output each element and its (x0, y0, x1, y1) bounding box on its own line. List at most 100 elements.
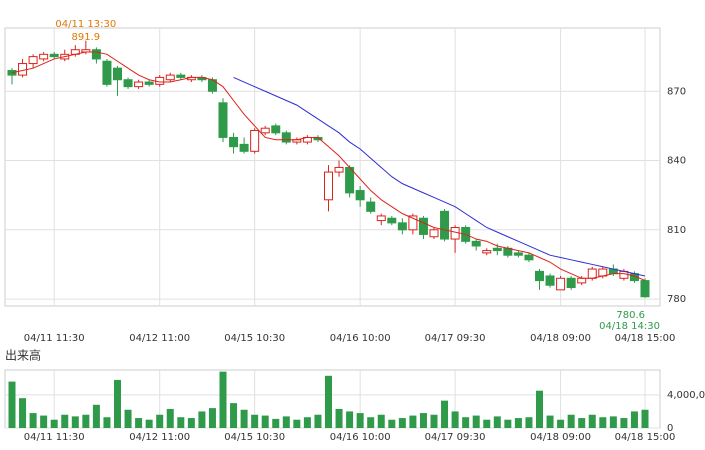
volume-bar (251, 414, 259, 428)
volume-bar (240, 409, 248, 428)
candle-body (556, 277, 566, 291)
volume-bar (303, 417, 311, 428)
candle-body (587, 268, 597, 279)
volume-bar (630, 411, 638, 428)
volume-bar (314, 414, 322, 428)
volume-bar (71, 416, 79, 428)
candle-body (366, 201, 376, 212)
volume-bar (61, 414, 69, 428)
x-tick-label: 04/18 09:00 (530, 432, 591, 443)
volume-bar (124, 409, 132, 428)
volume-bar (198, 411, 206, 428)
volume-bar (219, 371, 227, 428)
volume-bar (19, 398, 27, 428)
volume-bar (419, 413, 427, 428)
y-tick-label: 870 (667, 86, 686, 97)
x-tick-label: 04/17 09:30 (425, 432, 486, 443)
volume-bar (451, 411, 459, 428)
candle-body (218, 102, 228, 138)
volume-bar (367, 417, 375, 428)
candle-body (239, 143, 249, 152)
volume-bar (609, 416, 617, 428)
volume-bar (145, 419, 153, 428)
volume-bar (377, 414, 385, 428)
candle-body (155, 76, 165, 85)
candle-body (260, 127, 270, 134)
x-tick-label: 04/17 09:30 (425, 333, 486, 344)
volume-bar (261, 415, 269, 428)
candle-body (355, 190, 365, 201)
y-tick-label: 810 (667, 225, 686, 236)
volume-bar (388, 419, 396, 428)
candle-body (566, 277, 576, 289)
candle-body (250, 130, 260, 152)
volume-bar (525, 417, 533, 428)
volume-bar (536, 390, 543, 428)
volume-bar (483, 419, 491, 428)
volume-bar (620, 418, 628, 428)
volume-bar (135, 418, 143, 428)
volume-bar (588, 414, 596, 428)
candle-body (345, 166, 355, 194)
candle-body (577, 277, 587, 284)
candle-body (176, 74, 186, 78)
x-tick-label: 04/11 11:30 (24, 432, 85, 443)
y-tick-label: 780 (667, 294, 686, 305)
volume-bar (546, 415, 554, 428)
candle-body (334, 166, 344, 173)
candle-body (376, 215, 386, 222)
volume-bar (293, 419, 301, 428)
volume-bar (578, 418, 586, 428)
low-time-label: 04/18 14:30 (599, 321, 660, 332)
x-tick-label: 04/12 11:00 (129, 333, 190, 344)
volume-bar (409, 415, 417, 428)
volume-bar (493, 416, 501, 428)
candle-body (471, 240, 481, 247)
candle-body (144, 81, 154, 85)
volume-panel (4, 369, 661, 429)
volume-bar (187, 418, 195, 428)
x-tick-label: 04/15 10:30 (224, 432, 285, 443)
volume-bar (462, 417, 470, 428)
candle-body (429, 229, 439, 238)
volume-title: 出来高 (5, 348, 41, 363)
candle-body (418, 217, 428, 235)
x-tick-label: 04/18 15:00 (615, 432, 676, 443)
candle-body (165, 74, 175, 81)
volume-bar (114, 379, 121, 428)
y-tick-label: 840 (667, 156, 686, 167)
candle-body (545, 275, 555, 286)
volume-bar (567, 414, 575, 428)
volume-bar (50, 419, 58, 428)
volume-bar (441, 400, 449, 428)
candle-body (229, 136, 239, 148)
x-tick-label: 04/12 11:00 (129, 432, 190, 443)
candle-body (524, 254, 534, 261)
volume-bar (472, 415, 480, 428)
volume-bar (346, 411, 354, 428)
volume-bar (208, 408, 216, 428)
x-tick-label: 04/11 11:30 (24, 333, 85, 344)
volume-bar (398, 418, 406, 428)
y-tick-label: 4,000,000 (667, 390, 705, 401)
volume-bar (514, 418, 522, 428)
candle-body (18, 63, 28, 76)
candle-body (513, 252, 523, 256)
volume-bar (177, 417, 185, 428)
volume-bar (103, 417, 111, 428)
candle-body (482, 250, 492, 254)
candle-body (640, 280, 650, 298)
candle-body (49, 53, 59, 58)
volume-bar (272, 418, 280, 428)
moving-average-line (233, 76, 646, 277)
candle-body (134, 81, 144, 88)
candle-body (535, 270, 544, 282)
candle-body (271, 125, 281, 134)
candle-body (102, 60, 112, 85)
candle-body (408, 215, 418, 231)
candle-body (492, 247, 502, 252)
volume-bar (8, 381, 16, 428)
volume-bar (504, 419, 512, 428)
x-tick-label: 04/16 10:00 (330, 333, 391, 344)
candle-body (39, 53, 49, 60)
